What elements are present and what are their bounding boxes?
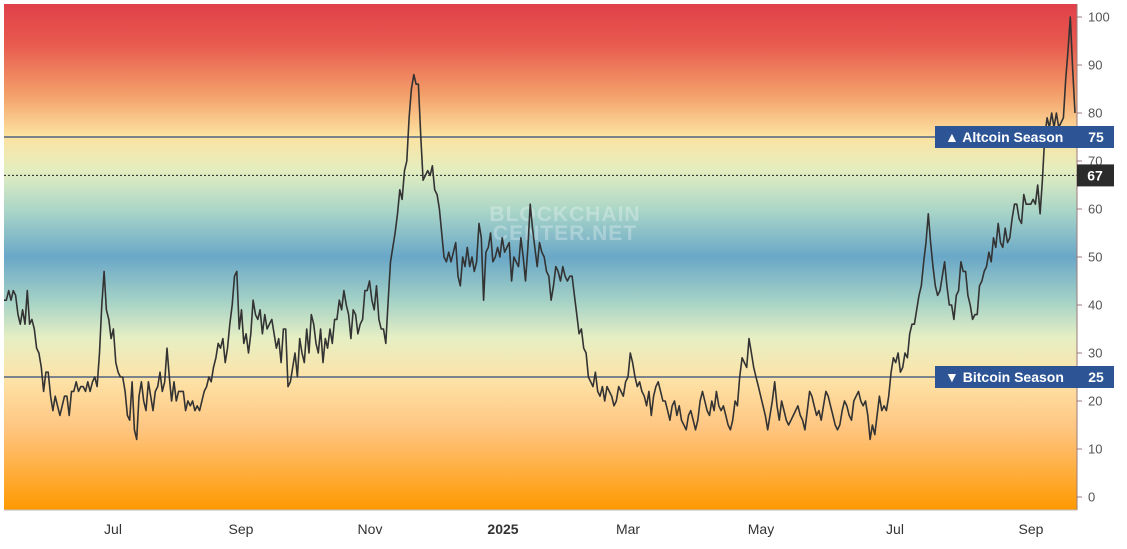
x-tick-label: May [748,521,774,537]
y-tick-label: 60 [1088,202,1102,217]
y-tick-label: 90 [1088,58,1102,73]
series-line-altcoin-index [4,16,1076,441]
threshold-value-label: 75 [1088,129,1104,145]
watermark-line-2: CENTER.NET [493,222,637,245]
threshold-value-label: 25 [1088,369,1104,385]
x-tick-label: Sep [229,521,254,537]
y-tick-label: 40 [1088,298,1102,313]
y-tick-label: 20 [1088,394,1102,409]
x-tick-label: Jul [886,521,904,537]
y-tick-label: 50 [1088,250,1102,265]
threshold-label-bg [935,126,1114,148]
x-axis: Jul Sep Nov 2025 Mar May Jul Sep [104,521,1044,537]
threshold-label: ▲ Altcoin Season [945,129,1063,145]
y-tick-label: 0 [1088,490,1095,505]
plot-background [4,4,1077,510]
current-value-text: 67 [1087,167,1103,183]
x-tick-label: Nov [358,521,383,537]
y-tick-label: 30 [1088,346,1102,361]
threshold-lines [4,136,1077,378]
y-tick-label: 80 [1088,106,1102,121]
x-tick-label: 2025 [487,521,518,537]
y-tick-label: 10 [1088,442,1102,457]
x-tick-label: Jul [104,521,122,537]
watermark-line-1: BLOCKCHAIN [489,203,640,226]
threshold-label: ▼ Bitcoin Season [945,369,1064,385]
threshold-labels: ▲ Altcoin Season 75 ▼ Bitcoin Season 25 [935,126,1114,388]
current-value-badge-bg [1077,164,1114,187]
current-value-badge: 67 [1077,164,1114,187]
x-tick-label: Sep [1019,521,1044,537]
x-tick-label: Mar [616,521,640,537]
y-tick-label: 100 [1088,10,1110,25]
threshold-label-bg [935,366,1114,388]
